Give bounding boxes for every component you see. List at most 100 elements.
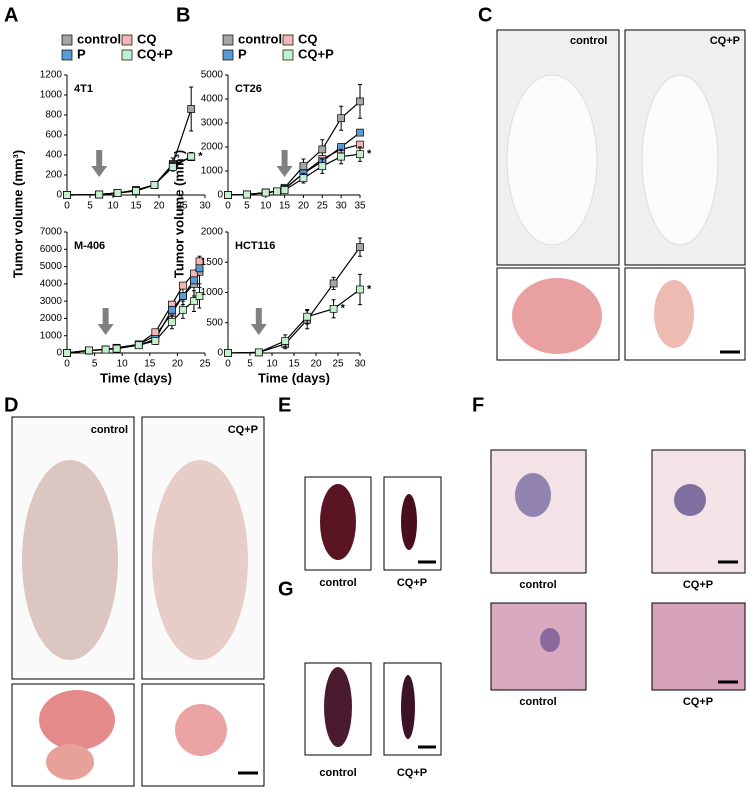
x-tick-label: 15	[279, 201, 291, 212]
chart-title: 4T1	[74, 83, 93, 95]
data-point	[85, 346, 93, 355]
mouse	[506, 74, 598, 246]
x-tick-label: 15	[288, 359, 300, 370]
data-point	[337, 152, 345, 161]
photo-label: CQ+P	[397, 577, 427, 589]
legend-swatch	[222, 49, 234, 61]
photo-label: control	[519, 579, 556, 591]
data-point	[168, 318, 176, 326]
data-point	[63, 191, 71, 199]
legend-label: P	[238, 46, 247, 61]
legend-label: CQ+P	[298, 46, 334, 61]
photo-label: CQ+P	[228, 424, 258, 436]
data-point	[150, 181, 159, 189]
legend-swatch	[282, 34, 294, 46]
y-tick-label: 5000	[40, 261, 63, 272]
y-tick-label: 2000	[201, 227, 224, 238]
data-point	[168, 163, 177, 171]
legend-label: CQ	[137, 31, 157, 46]
x-tick-label: 10	[107, 201, 119, 212]
data-point	[168, 305, 176, 314]
data-point	[132, 187, 140, 195]
data-point	[299, 174, 308, 183]
data-point	[134, 341, 143, 350]
significance-mark: *	[198, 150, 203, 162]
data-point	[356, 285, 364, 294]
x-tick-label: 20	[310, 359, 322, 370]
cells	[515, 473, 551, 517]
y-tick-label: 7000	[40, 227, 63, 238]
chart-title: HCT116	[235, 240, 275, 252]
y-tick-label: 1000	[40, 330, 63, 341]
legend-label: P	[77, 46, 86, 61]
photo	[651, 602, 746, 691]
chart-title: M-406	[74, 240, 105, 252]
y-tick-label: 6000	[40, 244, 63, 255]
tumor	[175, 704, 227, 756]
y-tick-label: 600	[45, 130, 62, 141]
data-point	[318, 145, 327, 154]
photo-label: CQ+P	[397, 767, 427, 779]
data-point	[179, 305, 187, 314]
data-point	[356, 97, 364, 106]
significance-mark: *	[367, 148, 372, 160]
significance-mark: *	[341, 303, 346, 315]
data-point	[281, 337, 290, 345]
data-point	[63, 349, 71, 357]
y-tick-label: 1000	[201, 166, 224, 177]
tumor	[39, 690, 115, 750]
photo-label: control	[319, 767, 356, 779]
treatment-arrow	[250, 308, 267, 335]
legend-swatch	[222, 34, 234, 46]
panel-letter: A	[4, 4, 18, 26]
treatment-arrow	[91, 150, 108, 177]
data-point	[151, 328, 160, 337]
data-point	[299, 162, 308, 171]
x-tick-label: 30	[336, 201, 348, 212]
legend-label: CQ	[298, 31, 318, 46]
panel-letter: D	[4, 394, 18, 416]
treatment-arrow	[97, 308, 114, 335]
spleen	[320, 484, 356, 560]
data-point	[95, 190, 104, 199]
data-point	[243, 190, 251, 199]
data-point	[101, 345, 110, 354]
y-tick-label: 4000	[201, 94, 224, 105]
data-point	[329, 304, 338, 313]
legend-label: CQ+P	[137, 46, 173, 61]
tumor	[654, 280, 694, 348]
x-tick-label: 30	[199, 201, 211, 212]
spleen	[401, 494, 417, 550]
photo-label: control	[570, 35, 607, 47]
x-tick-label: 0	[64, 201, 70, 212]
x-tick-label: 5	[247, 359, 253, 370]
photo-label: control	[319, 577, 356, 589]
legend-label: control	[77, 31, 121, 46]
y-tick-label: 0	[217, 348, 223, 359]
panel-letter: E	[278, 394, 291, 416]
data-point	[151, 337, 160, 345]
panel-letter: F	[472, 394, 484, 416]
data-point	[224, 349, 232, 357]
data-point	[356, 243, 364, 251]
x-tick-label: 5	[92, 359, 98, 370]
photo	[490, 602, 587, 691]
x-tick-label: 0	[225, 359, 231, 370]
x-tick-label: 25	[176, 201, 188, 212]
y-tick-label: 3000	[201, 118, 224, 129]
x-tick-label: 15	[130, 201, 142, 212]
data-point	[356, 128, 364, 137]
tumor	[512, 278, 602, 354]
mouse	[641, 74, 719, 246]
cells	[540, 628, 560, 652]
x-tick-label: 20	[298, 201, 310, 212]
data-point	[254, 348, 263, 357]
y-axis-label: Tumor volume (mm³)	[10, 150, 25, 278]
y-tick-label: 200	[45, 170, 62, 181]
x-axis-label: Time (days)	[100, 370, 172, 385]
mouse	[152, 460, 248, 660]
y-tick-label: 0	[56, 190, 62, 201]
panel-letter: B	[176, 4, 190, 26]
x-tick-label: 35	[354, 201, 366, 212]
